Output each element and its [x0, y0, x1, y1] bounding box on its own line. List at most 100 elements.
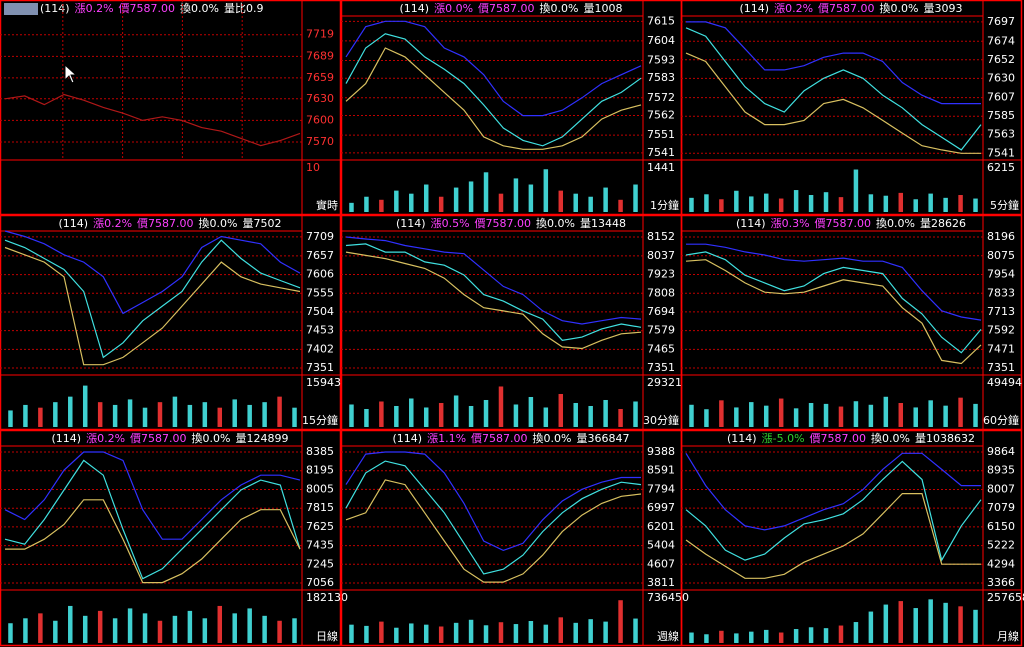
panel-border [680, 429, 1023, 647]
volume-bar [588, 196, 593, 212]
header-turnover: 換0.0% [871, 432, 910, 445]
price-line [345, 47, 642, 150]
y-tick-label: 7570 [306, 135, 334, 148]
volume-bar [689, 404, 694, 427]
y-tick-label: 7604 [647, 34, 675, 47]
header-volume-text: 量1038632 [915, 432, 975, 445]
volume-bar [719, 199, 724, 212]
volume-bar [853, 401, 859, 427]
y-tick-label: 6201 [647, 520, 675, 533]
y-tick-label: 7674 [987, 34, 1015, 47]
volume-bar [868, 404, 874, 427]
volume-bar [823, 628, 829, 643]
volume-bar [82, 615, 88, 643]
volume-bar [112, 404, 118, 427]
header-code: (114) [736, 217, 766, 230]
volume-bar [202, 402, 208, 427]
y-tick-label: 7555 [306, 286, 334, 299]
volume-bar [749, 631, 754, 643]
header-code: (114) [59, 217, 89, 230]
volume-bar [958, 195, 963, 212]
volume-bar [217, 605, 223, 643]
volume-bar [53, 620, 58, 643]
volume-bar [349, 624, 354, 643]
volume-bar [82, 385, 88, 427]
volume-bar [928, 193, 933, 212]
y-tick-label: 5222 [987, 539, 1015, 552]
y-tick-label: 7541 [987, 146, 1015, 159]
volume-bar [292, 618, 297, 643]
volume-bar [232, 613, 237, 643]
volume-bar [808, 402, 814, 427]
y-tick-label: 4294 [987, 557, 1015, 570]
y-tick-label: 7593 [647, 53, 675, 66]
volume-bar [247, 608, 252, 643]
volume-bar [498, 386, 504, 427]
volume-bar [349, 404, 354, 427]
volume-bar [793, 408, 799, 427]
period-label: 實時 [316, 198, 338, 212]
y-tick-label: 3811 [647, 576, 675, 589]
volume-bar [734, 633, 739, 643]
volume-bar [498, 193, 504, 212]
volume-bar [528, 621, 534, 643]
y-tick-label: 7471 [987, 342, 1015, 355]
volume-bar [838, 625, 844, 643]
header-volume-text: 量1008 [584, 2, 623, 15]
volume-bar [187, 404, 193, 427]
price-line [345, 243, 642, 341]
volume-bar [379, 401, 384, 427]
price-line [4, 451, 301, 540]
volume-bar [68, 396, 73, 427]
selection-box [4, 3, 38, 15]
volume-bar [778, 398, 784, 427]
volume-bar [498, 622, 504, 643]
y-tick-label: 7652 [987, 53, 1015, 66]
y-tick-label: 7694 [647, 305, 675, 318]
volume-bar [883, 396, 889, 427]
volume-bar [528, 396, 534, 427]
volume-bar [468, 405, 474, 427]
volume-bar [913, 199, 918, 212]
header-change: 漲0.2% [86, 432, 125, 445]
y-tick-label: 8007 [987, 482, 1015, 495]
volume-bar [97, 610, 103, 643]
volume-tick-label: 15943 [306, 376, 341, 389]
period-label: 30分鐘 [643, 413, 679, 427]
volume-bar [883, 195, 889, 212]
y-tick-label: 7923 [647, 267, 675, 280]
header-price: 價7587.00 [810, 431, 867, 445]
volume-bar [633, 401, 638, 427]
y-tick-label: 3366 [987, 576, 1015, 589]
header-change: 漲0.2% [774, 2, 813, 15]
header-change: 漲0.3% [771, 217, 810, 230]
volume-bar [719, 630, 724, 643]
volume-bar [483, 399, 489, 427]
volume-bar [928, 599, 933, 643]
volume-bar [483, 172, 489, 212]
volume-bar [883, 604, 889, 643]
volume-bar [23, 404, 28, 427]
header-turnover: 換0.0% [536, 217, 575, 230]
y-tick-label: 7659 [306, 71, 334, 84]
volume-tick-label: 736450 [647, 591, 689, 604]
header-code: (114) [740, 2, 770, 15]
volume-bar [8, 410, 13, 427]
volume-bar [913, 407, 918, 427]
volume-bar [543, 624, 549, 643]
volume-bar [868, 194, 874, 212]
price-line [5, 499, 301, 584]
volume-tick-label: 10 [306, 161, 320, 174]
volume-bar [943, 197, 948, 212]
volume-bar [247, 404, 252, 427]
y-tick-label: 7579 [647, 324, 675, 337]
volume-bar [734, 190, 739, 212]
y-tick-label: 7630 [306, 92, 334, 105]
volume-bar [423, 624, 429, 643]
volume-bar [409, 623, 414, 643]
y-tick-label: 7056 [306, 576, 334, 589]
panel-border [680, 214, 1023, 431]
y-tick-label: 8385 [306, 445, 334, 458]
volume-bar [958, 606, 963, 643]
